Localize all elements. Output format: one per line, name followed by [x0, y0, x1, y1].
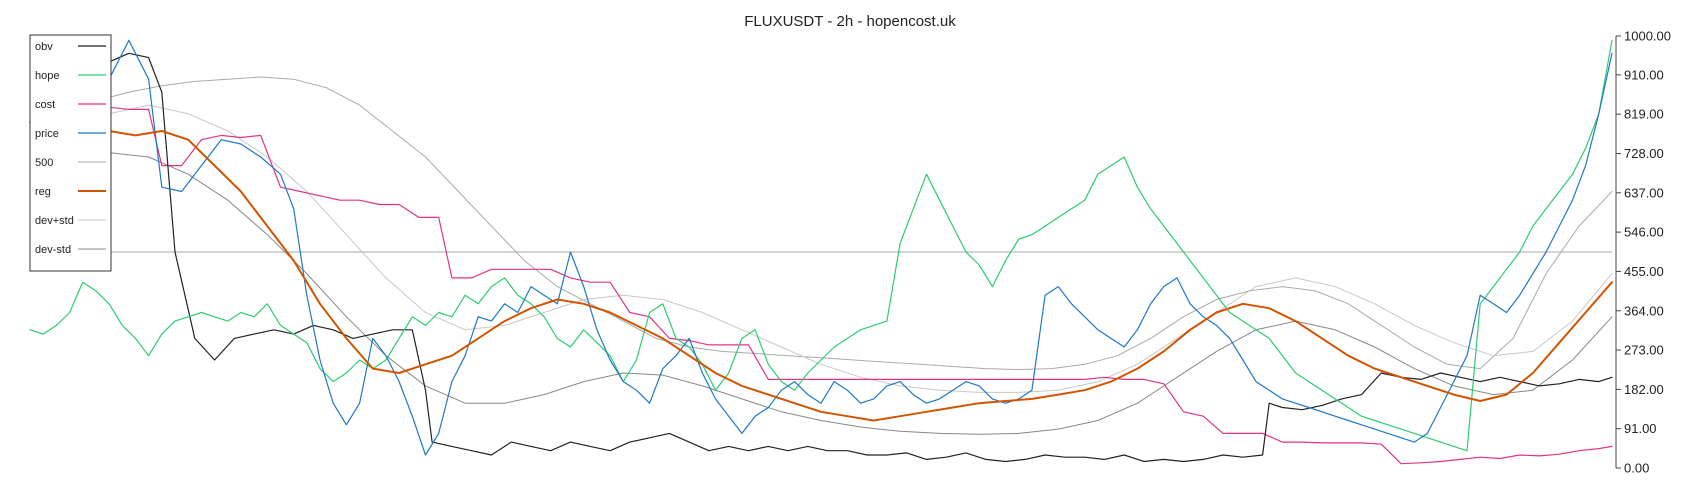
y-tick-label: 819.00 [1624, 107, 1664, 122]
legend-label: dev-std [35, 244, 71, 256]
y-tick-label: 728.00 [1624, 146, 1664, 161]
y-tick-label: 910.00 [1624, 67, 1664, 82]
y-tick-label: 546.00 [1624, 225, 1664, 240]
legend-label: price [35, 128, 59, 140]
series-line-dev-std [29, 152, 1613, 435]
legend-label: obv [35, 41, 53, 53]
series-line-500 [29, 76, 1613, 370]
series-line-dev-std [29, 104, 1613, 393]
y-tick-label: 637.00 [1624, 185, 1664, 200]
y-tick-label: 273.00 [1624, 343, 1664, 358]
series-line-price [29, 39, 1613, 456]
y-tick-label: 182.00 [1624, 382, 1664, 397]
legend-box [29, 34, 112, 272]
series-line-obv [29, 52, 1613, 463]
y-axis: 1000.00 910.00 819.00 728.00 637.00 546.00 455… [1615, 29, 1671, 476]
legend-label: hope [35, 70, 59, 82]
y-tick-label: 91.00 [1624, 421, 1657, 436]
legend: obv hope cost price 500 reg dev+std dev-std [29, 34, 112, 272]
chart-title: FLUXUSDT - 2h - hopencost.uk [744, 13, 956, 30]
y-tick-label: 1000.00 [1624, 29, 1671, 44]
y-tick-label: 364.00 [1624, 303, 1664, 318]
series-line-cost [29, 106, 1613, 465]
series-line-hope [29, 39, 1613, 452]
legend-label: reg [35, 186, 51, 198]
legend-label: 500 [35, 157, 53, 169]
series-layer [29, 39, 1613, 465]
series-line-reg [29, 104, 1613, 422]
legend-label: dev+std [35, 215, 74, 227]
y-tick-label: 0.00 [1624, 461, 1649, 476]
y-tick-label: 455.00 [1624, 264, 1664, 279]
legend-label: cost [35, 99, 55, 111]
